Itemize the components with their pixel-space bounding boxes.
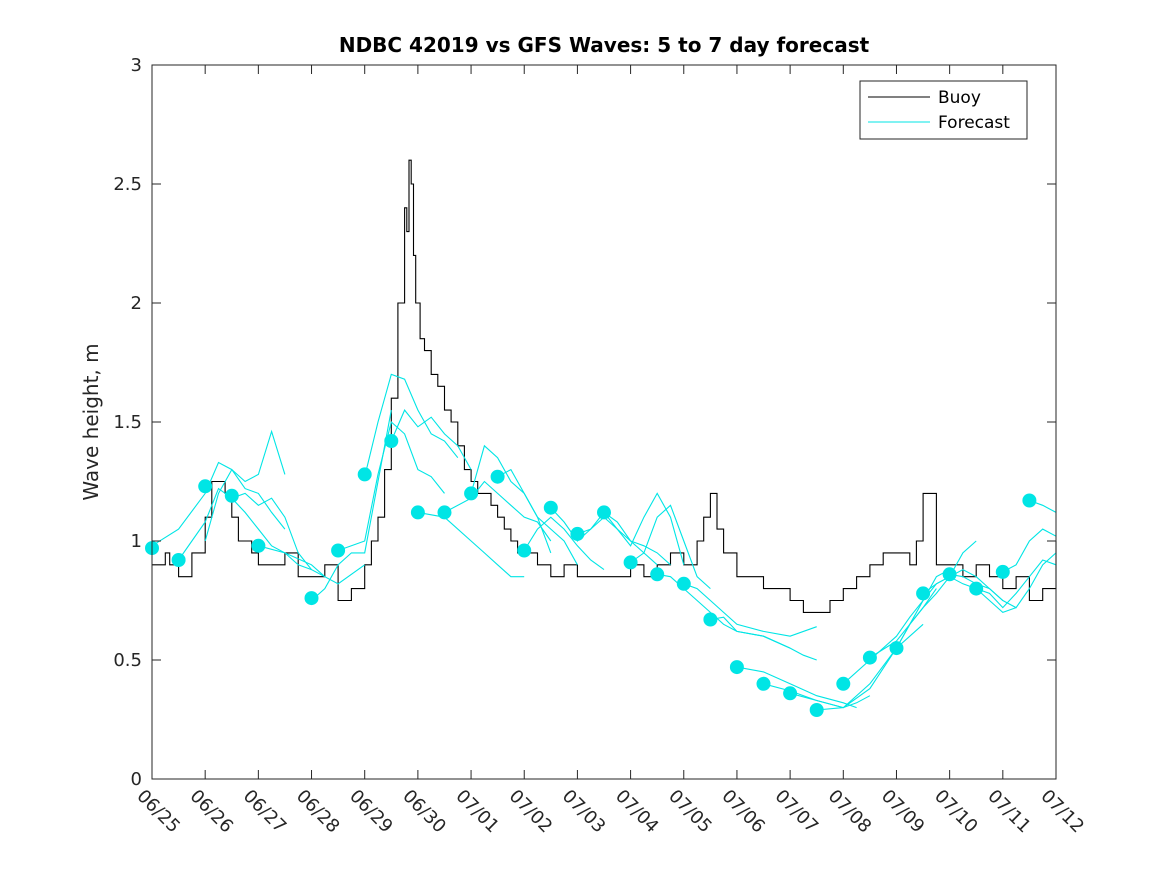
forecast-point-20 [703, 612, 718, 627]
legend-label: Forecast [938, 113, 1010, 133]
forecast-point-11 [464, 486, 479, 501]
forecast-run-line-3 [231, 492, 326, 578]
forecast-run-line-21 [736, 666, 857, 709]
forecast-run-line-30 [976, 559, 1057, 609]
forecast-point-13 [517, 543, 532, 558]
forecast-run-line-13 [523, 516, 605, 571]
forecast-point-18 [650, 567, 665, 582]
forecast-point-28 [916, 586, 931, 601]
y-tick-label: 3 [131, 55, 142, 76]
forecast-point-26 [862, 650, 877, 665]
forecast-point-4 [251, 538, 266, 553]
forecast-point-8 [384, 434, 399, 448]
forecast-point-23 [783, 686, 798, 701]
forecast-point-29 [942, 567, 957, 582]
forecast-point-10 [437, 505, 452, 520]
legend: Buoy Forecast [859, 80, 1028, 140]
forecast-run-line-28 [922, 576, 1017, 614]
forecast-point-3 [224, 488, 239, 503]
forecast-point-12 [490, 469, 505, 484]
forecast-point-9 [410, 505, 425, 520]
forecast-point-25 [836, 676, 851, 691]
forecast-run-line-4 [258, 545, 366, 585]
y-tick-label: 0.5 [113, 650, 142, 671]
forecast-run-line-31 [1002, 528, 1057, 573]
forecast-point-14 [543, 500, 558, 515]
forecast-run-line-6 [337, 420, 445, 552]
forecast-point-16 [597, 505, 611, 520]
forecast-run-line-2 [204, 429, 286, 542]
legend-label: Buoy [938, 88, 981, 108]
forecast-point-27 [889, 641, 904, 656]
forecast-point-19 [676, 576, 691, 591]
forecast-point-31 [995, 564, 1010, 579]
forecast-point-6 [331, 543, 346, 558]
forecast-run-line-8 [390, 409, 472, 470]
forecast-run-line-1 [178, 487, 312, 571]
chart-title: NDBC 42019 vs GFS Waves: 5 to 7 day fore… [339, 33, 870, 57]
forecast-run-line-23 [789, 623, 924, 709]
forecast-run-line-19 [683, 583, 817, 637]
forecast-run-line-15 [577, 511, 671, 566]
forecast-run-line-20 [710, 616, 817, 661]
forecast-run-line-12 [497, 468, 578, 566]
forecast-point-17 [623, 555, 638, 570]
forecast-point-21 [729, 660, 744, 675]
forecast-point-5 [304, 591, 319, 606]
legend-box [859, 80, 1028, 140]
forecast-run-line-16 [603, 492, 685, 565]
y-tick-label: 2 [131, 293, 142, 314]
forecast-run-line-29 [949, 552, 1057, 609]
y-axis-label: Wave height, m [79, 343, 103, 500]
plot-area [145, 159, 1057, 717]
forecast-run-line-5 [311, 409, 392, 601]
forecast-point-24 [809, 703, 824, 717]
forecast-point-7 [357, 467, 372, 482]
forecast-run-line-26 [869, 540, 977, 659]
forecast-point-2 [198, 479, 213, 494]
buoy-series-line [152, 159, 1057, 613]
forecast-point-1 [171, 553, 186, 567]
y-tick-label: 1 [131, 531, 142, 552]
y-tick-label: 2.5 [113, 174, 142, 195]
y-tick-label: 1.5 [113, 412, 142, 433]
forecast-point-15 [570, 526, 585, 541]
forecast-run-line-17 [630, 504, 711, 590]
forecast-point-22 [756, 676, 771, 691]
forecast-point-32 [1022, 493, 1037, 508]
forecast-point-30 [969, 581, 984, 596]
forecast-run-line-7 [364, 373, 459, 477]
y-tick-label: 0 [131, 769, 142, 790]
